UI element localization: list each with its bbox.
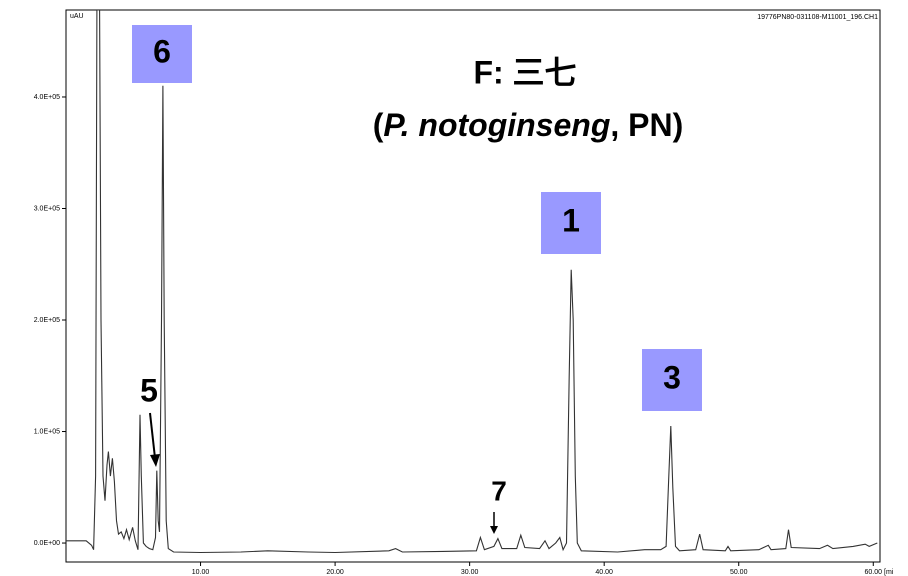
peak-label: 1 xyxy=(562,202,580,238)
chart-subtitle: (P. notoginseng, PN) xyxy=(373,107,684,143)
peak-label: 7 xyxy=(491,475,507,506)
y-tick-label: 4.0E+05 xyxy=(34,94,60,101)
arrow-head xyxy=(150,454,160,467)
arrow-head xyxy=(490,526,498,534)
y-tick-label: 3.0E+05 xyxy=(34,205,60,212)
x-tick-label: 30.00 xyxy=(461,569,479,576)
peak-label: 6 xyxy=(153,33,171,69)
chart-title: F: 三七 xyxy=(473,54,576,90)
x-tick-label: 10.00 xyxy=(192,569,210,576)
x-tick-label: 20.00 xyxy=(326,569,344,576)
subtitle-part: ( xyxy=(373,107,384,143)
peak-label-box xyxy=(132,25,192,83)
arrow xyxy=(149,412,156,459)
x-tick-label: 50.00 xyxy=(730,569,748,576)
x-tick-label: 60.00 xyxy=(865,569,883,576)
file-label: 19776PN80-031108-M11001_196.CH1 xyxy=(757,14,878,21)
y-tick-label: 0.0E+00 xyxy=(34,540,60,547)
plot-frame xyxy=(65,9,881,563)
chromatogram-trace xyxy=(66,10,878,554)
y-tick-label: 2.0E+05 xyxy=(34,317,60,324)
peak-label: 5 xyxy=(140,372,158,408)
subtitle-part: , PN) xyxy=(610,107,683,143)
x-tick-label: 40.00 xyxy=(595,569,613,576)
y-axis-label: uAU xyxy=(70,13,84,20)
y-tick-label: 1.0E+05 xyxy=(34,428,60,435)
peak-label-box xyxy=(541,192,601,254)
peak-label: 3 xyxy=(663,359,681,395)
peak-label-box xyxy=(642,349,702,411)
x-axis-label: [mi xyxy=(884,569,894,576)
subtitle-part: P. notoginseng xyxy=(383,107,610,143)
